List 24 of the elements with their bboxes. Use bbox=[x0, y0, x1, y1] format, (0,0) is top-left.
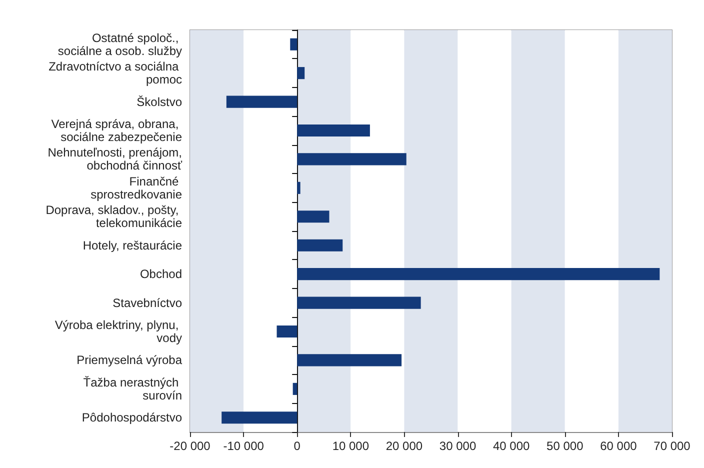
y-tick-label: Ťažba nerastných surovín bbox=[83, 375, 182, 402]
x-tick-label: 30 000 bbox=[439, 439, 476, 453]
y-tick-label: Výroba elektriny, plynu, vody bbox=[54, 318, 182, 345]
y-tick-label: Finančné sprostredkovanie bbox=[90, 174, 182, 202]
x-tick-label: 40 000 bbox=[492, 439, 530, 453]
y-tick-label: Stavebníctvo bbox=[112, 296, 182, 310]
y-tick-label: Hotely, reštaurácie bbox=[82, 238, 182, 252]
y-tick-label: Obchod bbox=[140, 267, 182, 282]
x-tick-label: 10 000 bbox=[332, 439, 370, 453]
x-tick-label: 70 000 bbox=[654, 439, 691, 453]
y-tick-label: Priemyselná výroba bbox=[76, 353, 182, 368]
y-tick-label: Pôdohospodárstvo bbox=[82, 410, 182, 425]
y-tick-label: Verejná správa, obrana, sociálne zabezpečenie bbox=[51, 117, 182, 144]
y-tick-label: Nehnuteľnosti, prenájom, obchodná činnosť bbox=[48, 146, 182, 173]
y-tick-label: Školstvo bbox=[136, 94, 182, 109]
x-tick-label: 50 000 bbox=[546, 439, 584, 453]
x-tick-label: -20 000 bbox=[170, 439, 211, 453]
x-tick-label: 0 bbox=[294, 439, 301, 453]
x-tick-label: 60 000 bbox=[600, 439, 638, 453]
y-tick-label: Zdravotníctvo a sociálna pomoc bbox=[48, 60, 182, 87]
x-tick-label: -10 000 bbox=[223, 439, 264, 453]
y-tick-label: Doprava, skladov., pošty, telekomunikácie bbox=[46, 203, 182, 230]
y-tick-label: Ostatné spoloč., sociálne a osob. služby bbox=[58, 30, 182, 58]
x-tick-label: 20 000 bbox=[386, 439, 423, 453]
